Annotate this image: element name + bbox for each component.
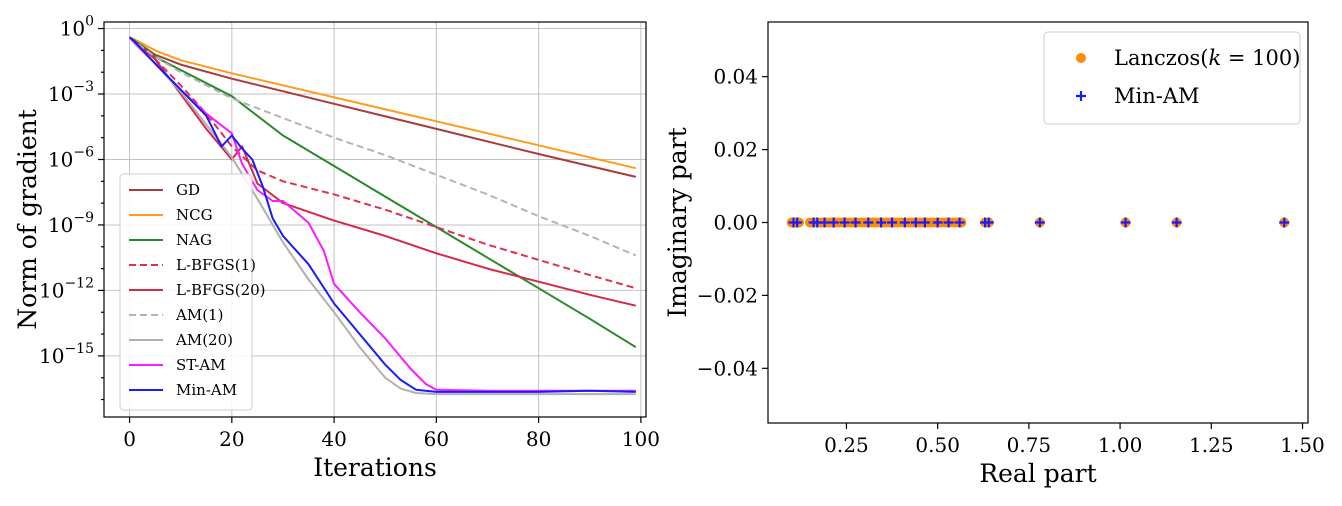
right-legend-box xyxy=(1043,31,1301,125)
right-y-tick-label: −0.04 xyxy=(697,356,758,380)
left-y-tick-label: 10−15 xyxy=(39,341,94,368)
left-y-tick-label: 10−3 xyxy=(48,79,94,106)
left-x-tick-label: 40 xyxy=(321,427,346,451)
right-legend: Lanczos(k = 100) Min-AM xyxy=(1043,31,1301,125)
min-am-point xyxy=(887,217,898,228)
series-line-ncg xyxy=(129,36,637,170)
left-x-tick-label: 100 xyxy=(622,427,660,451)
legend-label-min-am: Min-AM xyxy=(176,381,237,399)
right-x-axis-label: Real part xyxy=(979,459,1096,488)
left-y-axis-label: Norm of gradient xyxy=(13,109,42,330)
left-y-tick-label: 10−9 xyxy=(48,210,94,237)
right-x-tick-label: 1.50 xyxy=(1280,433,1325,457)
right-x-tick-label: 0.75 xyxy=(1007,433,1052,457)
min-am-point xyxy=(792,217,803,228)
right-y-tick-label: 0.04 xyxy=(713,65,758,89)
legend-label-l-bfgs-1: L-BFGS(1) xyxy=(176,256,256,274)
left-x-tick-label: 60 xyxy=(424,427,449,451)
left-x-ticks: 0 20 40 60 80 100 xyxy=(123,417,660,451)
legend-label-ncg: NCG xyxy=(176,206,213,224)
left-y-tick-label: 10−12 xyxy=(39,275,94,302)
min-am-point xyxy=(876,217,887,228)
series-line-am-20 xyxy=(128,36,636,396)
min-am-point xyxy=(1120,217,1131,228)
right-x-tick-label: 1.00 xyxy=(1098,433,1143,457)
left-legend: GD NCG NAG L-BFGS(1) L-BFGS(20) AM(1) AM(20) ST… xyxy=(119,173,266,411)
eigenvalue-chart: 0.25 0.50 0.75 1.00 1.25 1.50 0.04 0.02 0.00 −0.… xyxy=(663,21,1325,488)
min-am-point xyxy=(910,217,921,228)
left-x-tick-label: 0 xyxy=(123,427,136,451)
min-am-point xyxy=(1171,217,1182,228)
right-y-tick-label: −0.02 xyxy=(697,283,758,307)
right-x-ticks: 0.25 0.50 0.75 1.00 1.25 1.50 xyxy=(824,423,1325,457)
left-series-lines xyxy=(128,36,637,396)
min-am-point xyxy=(932,217,943,228)
convergence-chart: 0 20 40 60 80 100 100 10−3 10−6 10−9 10−12 10−15 I… xyxy=(13,14,660,482)
series-line-l-bfgs-1 xyxy=(128,36,637,290)
min-am-point xyxy=(839,217,850,228)
min-am-point xyxy=(983,217,994,228)
legend-label-l-bfgs-20: L-BFGS(20) xyxy=(176,281,266,299)
legend-label-am-20: AM(20) xyxy=(175,331,233,349)
left-y-tick-label: 100 xyxy=(60,14,94,41)
right-y-tick-label: 0.00 xyxy=(713,211,758,235)
min-am-point xyxy=(1279,217,1290,228)
left-x-axis-label: Iterations xyxy=(313,453,437,482)
legend-label-nag: NAG xyxy=(176,231,212,249)
legend-swatch-min-am xyxy=(1076,91,1086,101)
legend-label-gd: GD xyxy=(176,181,200,199)
min-am-point xyxy=(954,217,965,228)
min-am-point xyxy=(919,217,930,228)
left-y-ticks: 100 10−3 10−6 10−9 10−12 10−15 xyxy=(39,14,104,401)
min-am-point xyxy=(850,217,861,228)
min-am-point xyxy=(1034,217,1045,228)
legend-label-am-1: AM(1) xyxy=(175,306,223,324)
left-legend-box xyxy=(119,173,253,411)
legend-swatch-lanczos xyxy=(1076,53,1086,63)
min-am-point xyxy=(899,217,910,228)
left-x-tick-label: 20 xyxy=(219,427,244,451)
series-line-gd xyxy=(129,36,637,178)
right-y-axis-label: Imaginary part xyxy=(663,127,692,317)
min-am-point xyxy=(819,217,830,228)
left-y-tick-label: 10−6 xyxy=(48,144,94,171)
right-scatter-points xyxy=(786,217,1290,228)
right-y-tick-label: 0.02 xyxy=(713,138,758,162)
series-line-min-am xyxy=(128,36,636,393)
right-x-tick-label: 1.25 xyxy=(1189,433,1234,457)
series-line-nag xyxy=(129,36,637,349)
legend-label-lanczos: Lanczos(k = 100) xyxy=(1114,46,1300,70)
left-plot-frame xyxy=(103,21,647,418)
left-x-tick-label: 80 xyxy=(526,427,551,451)
min-am-point xyxy=(828,217,839,228)
legend-label-min-am: Min-AM xyxy=(1114,84,1200,108)
min-am-point xyxy=(943,217,954,228)
right-y-ticks: 0.04 0.02 0.00 −0.02 −0.04 xyxy=(697,65,768,380)
min-am-point xyxy=(863,217,874,228)
right-x-tick-label: 0.25 xyxy=(824,433,869,457)
legend-label-st-am: ST-AM xyxy=(176,356,226,374)
right-x-tick-label: 0.50 xyxy=(915,433,960,457)
